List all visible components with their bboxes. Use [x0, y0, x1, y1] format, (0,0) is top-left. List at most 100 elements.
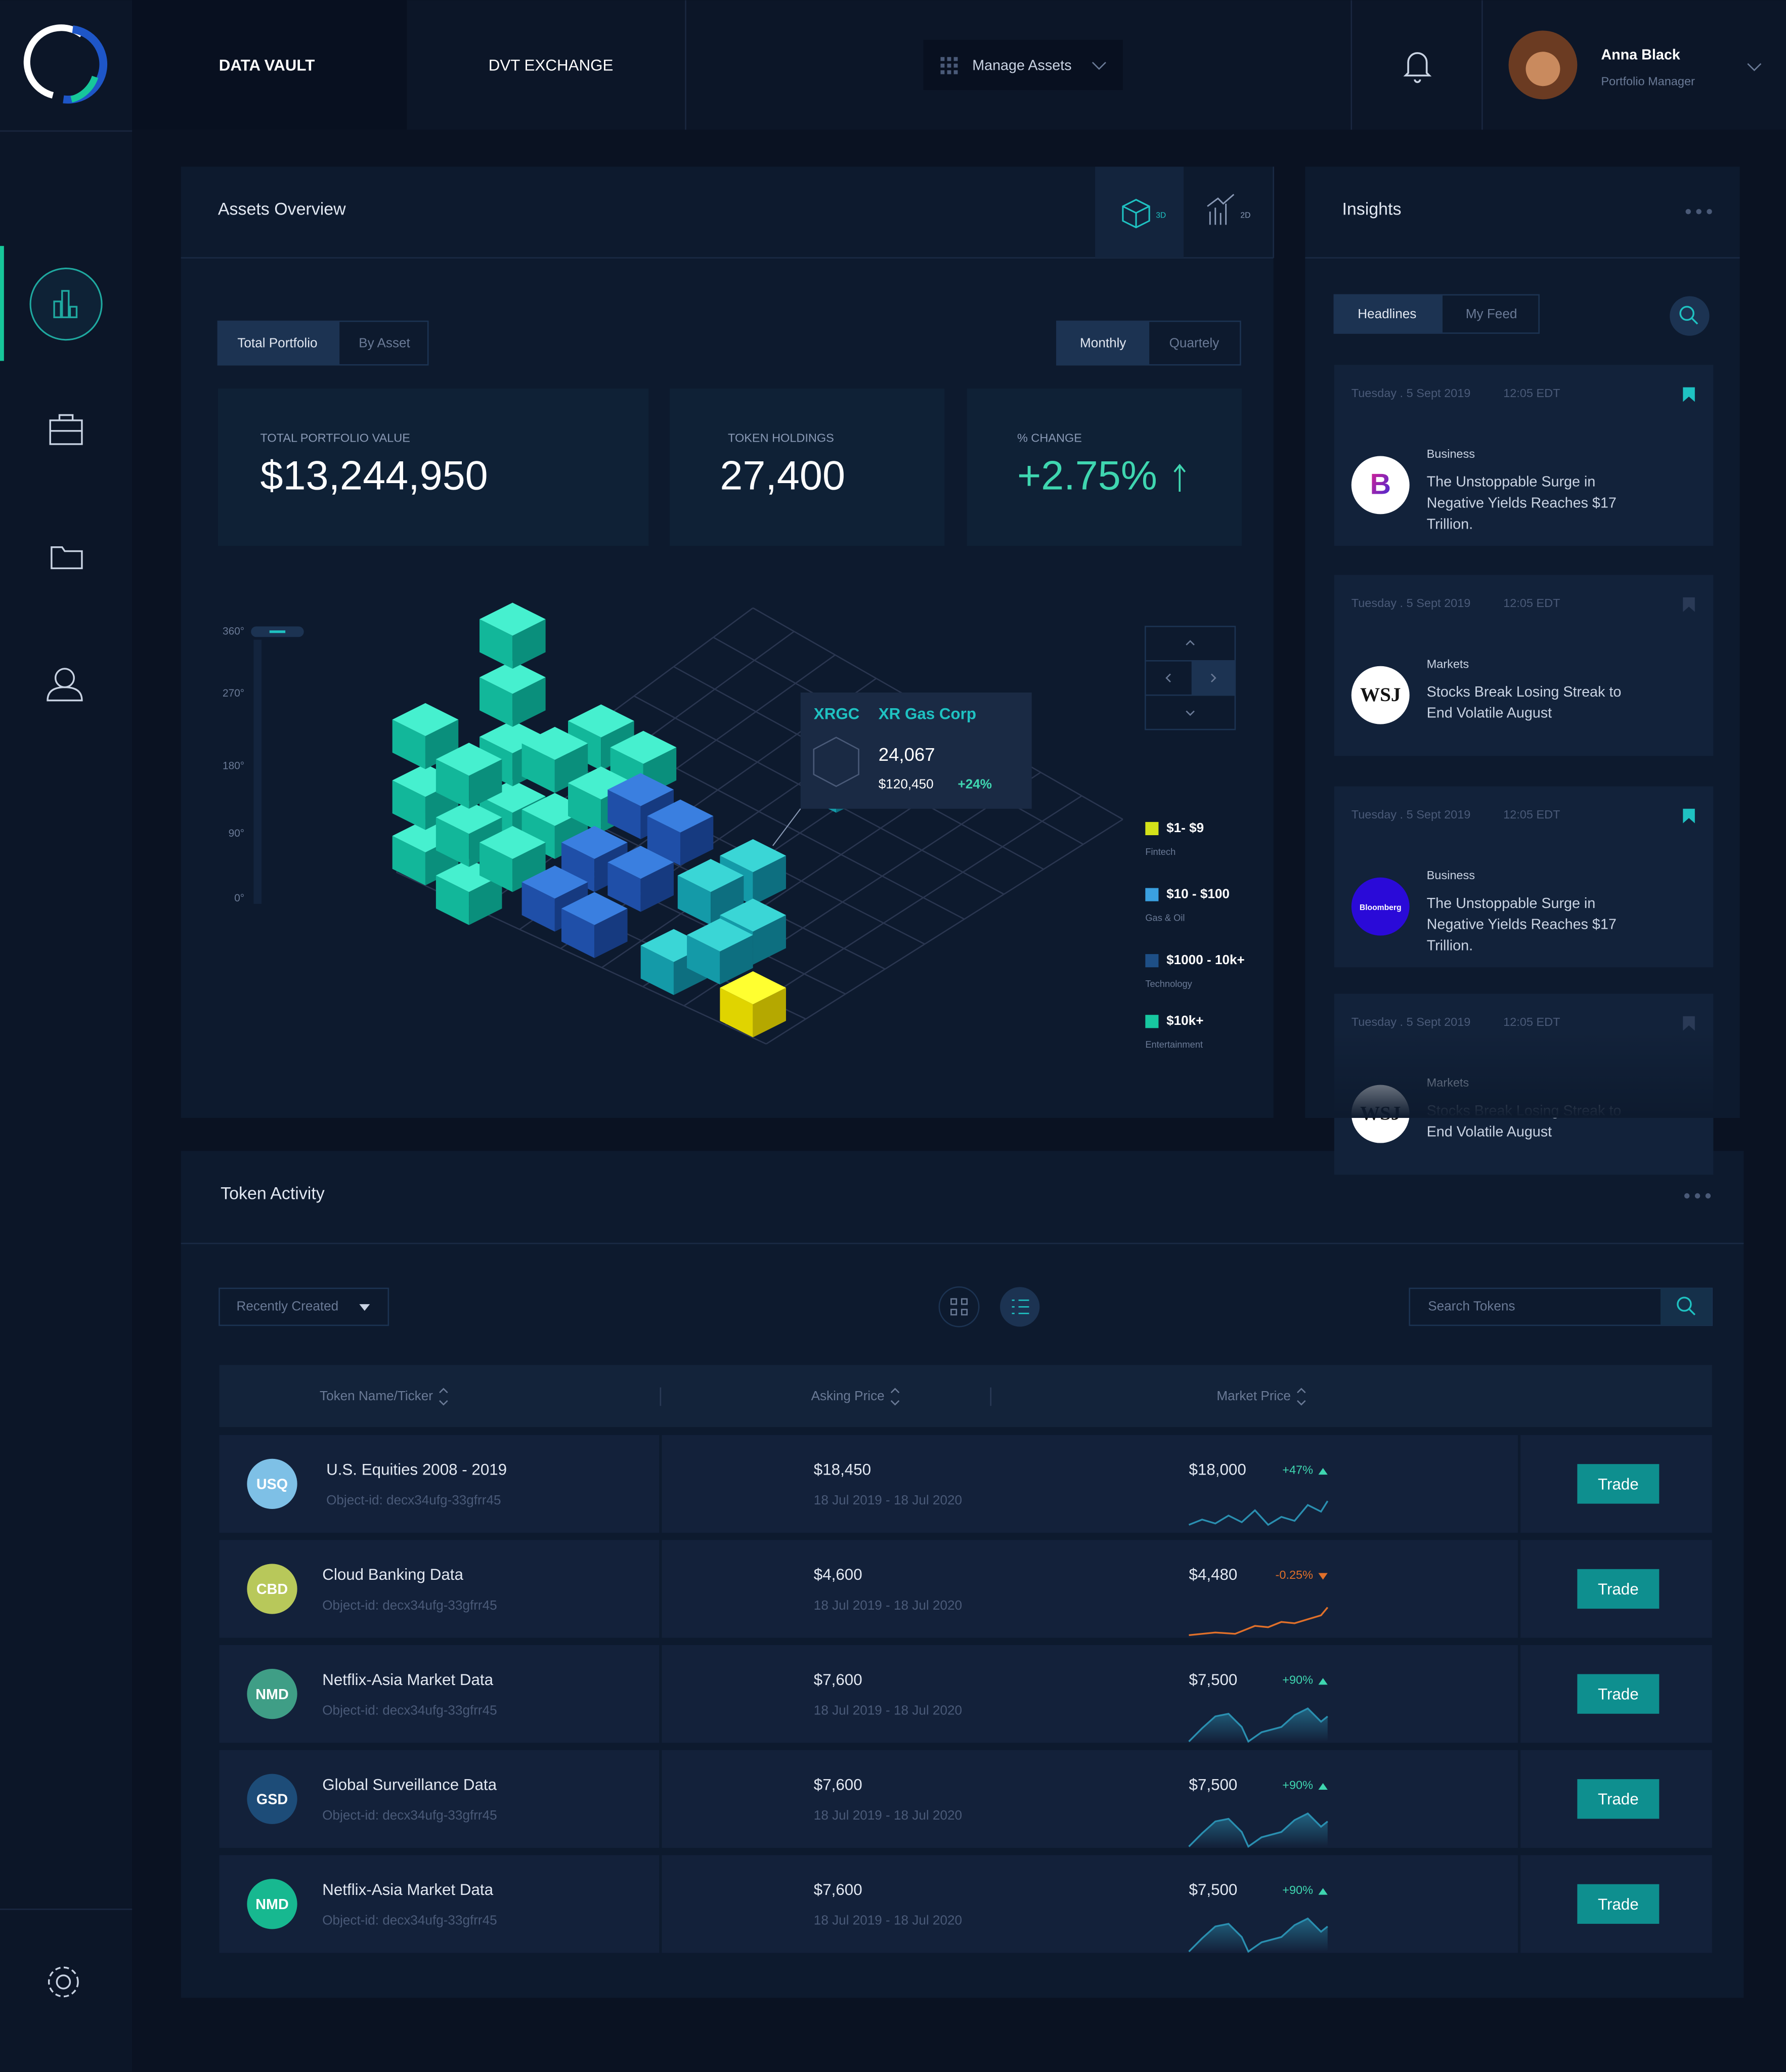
- market-price: $4,480: [1189, 1566, 1238, 1583]
- search-placeholder[interactable]: Search Tokens: [1428, 1298, 1515, 1313]
- panel-title: Assets Overview: [218, 200, 346, 219]
- more-menu[interactable]: [1684, 1193, 1711, 1199]
- token-table: Token Name/Ticker Asking Price Market Pric…: [219, 1388, 1712, 1953]
- trade-label[interactable]: Trade: [1598, 1580, 1639, 1598]
- bell-icon[interactable]: [1403, 52, 1432, 83]
- ticker: NMD: [255, 1896, 288, 1913]
- search-button[interactable]: [1660, 1288, 1712, 1325]
- sparkline: [1189, 1607, 1329, 1636]
- trade-label[interactable]: Trade: [1598, 1790, 1639, 1808]
- cube-top: [480, 826, 546, 859]
- view-toggle-active[interactable]: [1095, 166, 1184, 258]
- nav-files[interactable]: [51, 546, 83, 570]
- more-menu[interactable]: [1685, 209, 1712, 214]
- ticker: USQ: [256, 1477, 288, 1493]
- stat-value: 27,400: [720, 453, 845, 498]
- stat-label: TOKEN HOLDINGS: [728, 431, 834, 445]
- table-row: [219, 1540, 1712, 1638]
- trade-button[interactable]: [1577, 1884, 1660, 1924]
- feed-active[interactable]: [1334, 294, 1443, 333]
- feed-tab[interactable]: Headlines: [1358, 306, 1416, 321]
- news-date: Tuesday . 5 Sept 2019: [1352, 386, 1471, 400]
- bookmark[interactable]: [1683, 808, 1695, 824]
- table-row: [219, 1855, 1712, 1953]
- table-header: [219, 1365, 1712, 1428]
- view-mode[interactable]: 3D: [1156, 211, 1166, 220]
- list-icon: [1012, 1300, 1029, 1314]
- news-time: 12:05 EDT: [1503, 808, 1560, 821]
- ticker-badge: [247, 1774, 297, 1824]
- news-card[interactable]: [1334, 365, 1714, 546]
- active-tab[interactable]: [132, 0, 407, 130]
- legend-sector: Gas & Oil: [1145, 912, 1185, 923]
- scope-tab[interactable]: By Asset: [359, 335, 410, 350]
- nav-analytics[interactable]: [29, 268, 103, 341]
- stat-card: [670, 388, 945, 546]
- nav-pad[interactable]: [1145, 626, 1236, 730]
- cube-top: [480, 602, 546, 636]
- chevron[interactable]: [1747, 63, 1762, 71]
- asking-price: $7,600: [814, 1671, 862, 1689]
- sort-dropdown[interactable]: [219, 1287, 389, 1326]
- column-header[interactable]: Market Price: [1216, 1388, 1291, 1403]
- change-arrow: [1318, 1468, 1328, 1475]
- news-time: 12:05 EDT: [1503, 1015, 1560, 1028]
- stat-label: TOTAL PORTFOLIO VALUE: [260, 431, 410, 445]
- asking-price: $4,600: [814, 1566, 862, 1583]
- logo[interactable]: [23, 24, 108, 104]
- sort-label[interactable]: Recently Created: [236, 1298, 338, 1313]
- ticker-badge: [247, 1668, 297, 1719]
- grid-view[interactable]: [938, 1286, 980, 1327]
- tooltip-change: +24%: [957, 776, 992, 792]
- scope-active[interactable]: [217, 321, 340, 365]
- bookmark[interactable]: [1683, 1016, 1695, 1031]
- view-mode[interactable]: 2D: [1240, 211, 1250, 220]
- feed-tab[interactable]: My Feed: [1466, 306, 1517, 321]
- period-tab[interactable]: Monthly: [1080, 335, 1126, 350]
- column-header[interactable]: Token Name/Ticker: [320, 1388, 433, 1403]
- rotation-tick: 360°: [223, 625, 244, 637]
- news-date: Tuesday . 5 Sept 2019: [1352, 808, 1471, 821]
- tooltip-name: XR Gas Corp: [879, 705, 976, 723]
- search-button[interactable]: [1670, 296, 1710, 336]
- object-id: Object-id: decx34ufg-33gfrr45: [322, 1702, 497, 1717]
- nav-tab[interactable]: DVT EXCHANGE: [489, 56, 614, 74]
- spark-line: [1188, 1707, 1328, 1743]
- legend-sector: Entertainment: [1145, 1039, 1203, 1050]
- active-indicator: [0, 246, 4, 361]
- change-arrow: [1318, 1783, 1328, 1790]
- trade-label[interactable]: Trade: [1598, 1475, 1639, 1493]
- nav-brand[interactable]: DATA VAULT: [219, 56, 315, 74]
- nav-profile[interactable]: [47, 668, 83, 702]
- news-date: Tuesday . 5 Sept 2019: [1352, 596, 1471, 610]
- nav-portfolio[interactable]: [49, 414, 83, 445]
- token-name: Cloud Banking Data: [322, 1566, 463, 1583]
- scope-tab[interactable]: Total Portfolio: [237, 335, 317, 350]
- trade-button[interactable]: [1577, 1674, 1660, 1714]
- connector: [772, 808, 801, 846]
- trade-label[interactable]: Trade: [1598, 1895, 1639, 1913]
- period-tab[interactable]: Quartely: [1169, 335, 1219, 350]
- news-card[interactable]: [1334, 575, 1714, 756]
- grid-icon: [940, 57, 958, 74]
- trade-button[interactable]: [1577, 1569, 1660, 1609]
- bookmark[interactable]: [1683, 387, 1695, 402]
- market-price: $18,000: [1189, 1461, 1246, 1479]
- sparkline: [1188, 1707, 1328, 1743]
- cube-top: [521, 866, 588, 899]
- bookmark[interactable]: [1683, 597, 1695, 612]
- up-arrow: [1173, 463, 1186, 492]
- period: 18 Jul 2019 - 18 Jul 2020: [814, 1807, 962, 1823]
- news-card[interactable]: [1334, 786, 1714, 968]
- column-header[interactable]: Asking Price: [811, 1388, 885, 1403]
- nav-settings[interactable]: [48, 1966, 79, 1998]
- avatar-face: [1526, 52, 1560, 87]
- panel-title: Token Activity: [221, 1184, 325, 1203]
- change-arrow: [1318, 1678, 1328, 1685]
- trade-label[interactable]: Trade: [1598, 1686, 1639, 1703]
- menu-label[interactable]: Manage Assets: [972, 58, 1071, 74]
- period-active[interactable]: [1057, 321, 1150, 365]
- trade-button[interactable]: [1577, 1779, 1660, 1819]
- trade-button[interactable]: [1577, 1464, 1660, 1504]
